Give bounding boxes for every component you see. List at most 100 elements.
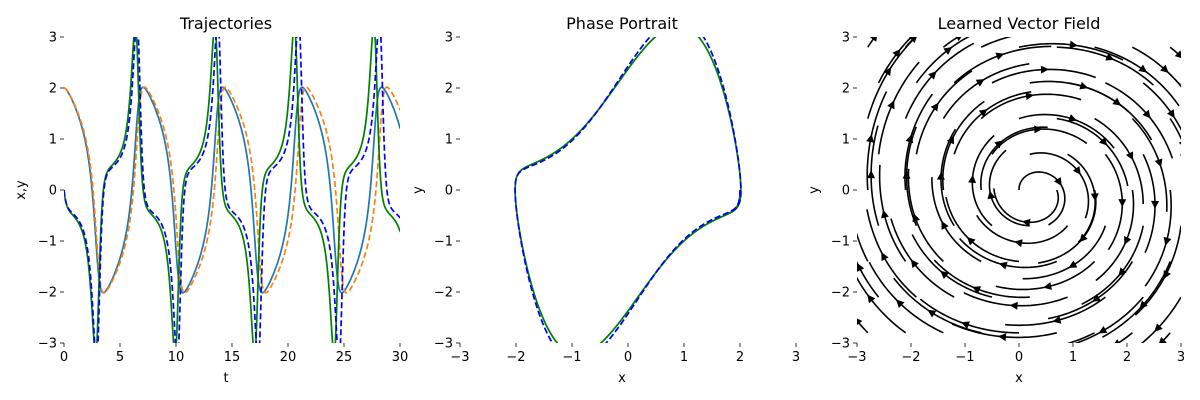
series-line — [64, 37, 400, 343]
plot-area — [64, 37, 400, 343]
flow-arrowhead — [972, 286, 982, 294]
y-tick-label: −3 — [831, 337, 850, 352]
flow-arrowhead — [1142, 109, 1151, 119]
flow-arrowhead — [1178, 141, 1181, 145]
streamline — [1132, 46, 1181, 88]
flow-arrowhead — [1182, 85, 1190, 94]
y-tick-label: 1 — [842, 133, 850, 148]
flow-arrowhead — [883, 67, 892, 77]
flow-arrowhead — [1154, 158, 1163, 168]
x-tick-label: −3 — [847, 350, 866, 365]
x-tick-label: 3 — [1177, 350, 1185, 365]
flow-arrowhead — [1174, 50, 1181, 59]
y-ticks: 3 2 1 0 −1 −2 −3 — [434, 31, 460, 352]
streamline — [953, 91, 1032, 155]
x-tick-label: −1 — [955, 350, 974, 365]
x-tick-label: 15 — [224, 350, 241, 365]
x-tick-label: 0 — [624, 350, 632, 365]
flow-arrowhead — [940, 270, 949, 279]
flow-arrowhead — [1052, 315, 1062, 324]
streamline — [915, 70, 973, 155]
y-tick-label: 2 — [445, 82, 453, 97]
flow-arrowhead — [1098, 326, 1108, 334]
flow-arrowhead — [998, 261, 1008, 270]
phase-curve — [514, 37, 742, 343]
flow-arrowhead — [1043, 282, 1052, 290]
flow-arrowhead — [869, 37, 877, 42]
flow-arrowhead — [1021, 218, 1031, 227]
x-tick-label: 5 — [116, 350, 124, 365]
flow-arrowhead — [881, 209, 889, 219]
streamline — [1116, 332, 1133, 343]
x-tick-label: 3 — [792, 350, 800, 365]
flow-arrowhead — [1038, 345, 1046, 353]
streamline — [1131, 118, 1168, 212]
flow-arrowhead — [1025, 92, 1034, 101]
streamline — [1047, 260, 1134, 320]
y-tick-label: 2 — [842, 82, 850, 97]
flow-arrowhead — [1160, 64, 1169, 73]
y-tick-label: 3 — [842, 31, 850, 46]
panel-title: Trajectories — [179, 14, 272, 33]
flow-arrowhead — [978, 109, 988, 118]
flow-arrowhead — [1072, 166, 1081, 175]
streamline — [1169, 118, 1181, 141]
flow-arrowhead — [1009, 301, 1018, 310]
flow-arrowhead — [892, 48, 901, 58]
flow-arrowhead — [1166, 109, 1175, 119]
vector-field-panel: Learned Vector Field x y −3 −2 −1 0 1 2 3 3 2 1 0… — [807, 14, 1194, 386]
series-line — [64, 37, 400, 343]
trajectories-panel: Trajectories t x,y 0 5 10 15 20 25 30 3210−1−2… — [14, 14, 408, 386]
panel-title: Learned Vector Field — [938, 14, 1101, 33]
x-tick-label: 1 — [680, 350, 688, 365]
y-axis-label: x,y — [14, 180, 29, 200]
panel-title: Phase Portrait — [566, 14, 678, 33]
flow-arrowhead — [956, 37, 962, 42]
streamline — [877, 61, 920, 155]
flow-arrowhead — [930, 102, 939, 112]
x-tick-label: 1 — [1069, 350, 1077, 365]
streamline — [993, 188, 1060, 224]
y-tick-label: 1 — [445, 133, 453, 148]
streamline — [1022, 225, 1107, 280]
y-tick-label: 0 — [445, 184, 453, 199]
flow-arrowhead — [1125, 151, 1134, 161]
streamline — [1066, 332, 1095, 343]
flow-arrowhead — [997, 333, 1007, 342]
flow-arrowhead — [1040, 65, 1049, 74]
flow-arrowhead — [1068, 114, 1078, 122]
y-tick-label: −1 — [434, 235, 453, 250]
streamline — [980, 37, 1012, 48]
flow-arrowhead — [943, 46, 953, 55]
flow-arrowhead — [928, 71, 937, 80]
flow-arrowhead — [910, 259, 919, 269]
phase-portrait-panel: Phase Portrait x y −3 −2 −1 0 1 2 3 3 2 1 0 −1 −2 −3 — [411, 14, 800, 386]
flow-arrowhead — [905, 134, 914, 144]
series-line — [64, 86, 400, 294]
y-tick-label: −1 — [831, 235, 850, 250]
plot-area — [857, 37, 1194, 353]
x-axis-label: x — [618, 371, 626, 386]
streamline — [1180, 154, 1181, 157]
flow-arrowhead — [1186, 202, 1194, 210]
streamline — [857, 232, 869, 262]
flow-arrowhead — [1118, 199, 1127, 208]
flow-arrowhead — [1159, 336, 1167, 343]
x-tick-label: 2 — [736, 350, 744, 365]
streamline — [1105, 82, 1174, 159]
streamline — [1180, 82, 1181, 85]
y-tick-label: 1 — [49, 133, 57, 148]
flow-arrowhead — [994, 140, 1004, 149]
flow-arrowhead — [995, 52, 1005, 61]
flow-arrowhead — [975, 79, 985, 87]
x-axis-label: t — [223, 371, 228, 386]
flow-arrowhead — [1118, 267, 1127, 277]
flow-arrowhead — [1105, 53, 1115, 61]
flow-arrowhead — [857, 262, 865, 272]
streamline — [915, 37, 970, 84]
x-tick-label: −2 — [901, 350, 920, 365]
flow-arrowhead — [1112, 97, 1122, 106]
streamline — [942, 37, 960, 48]
flow-arrowhead — [902, 170, 911, 179]
